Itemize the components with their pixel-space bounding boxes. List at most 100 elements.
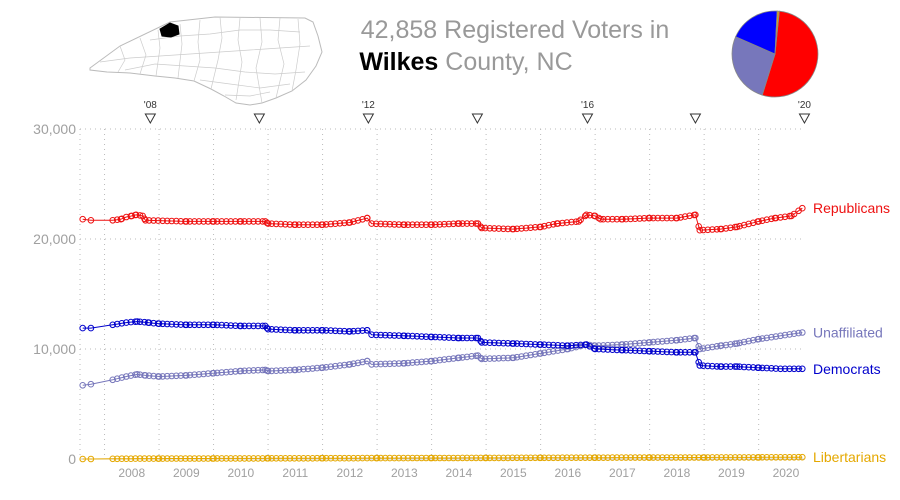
y-tick-label: 20,000 bbox=[33, 231, 76, 247]
data-point bbox=[731, 363, 739, 370]
data-point bbox=[577, 216, 584, 224]
data-point bbox=[336, 362, 344, 369]
data-point bbox=[663, 348, 671, 356]
data-point bbox=[250, 218, 257, 225]
data-point bbox=[145, 372, 153, 380]
data-point bbox=[486, 225, 494, 232]
data-point bbox=[727, 363, 734, 370]
data-point bbox=[518, 225, 525, 232]
data-point bbox=[186, 455, 194, 462]
data-point bbox=[404, 454, 412, 462]
data-point bbox=[346, 219, 354, 226]
series-label: Democrats bbox=[813, 361, 881, 377]
data-point bbox=[263, 324, 271, 332]
data-point bbox=[441, 454, 448, 462]
election-markers: '08 '12 '16 '20 bbox=[144, 100, 811, 125]
data-point bbox=[368, 220, 375, 227]
data-point bbox=[163, 320, 171, 328]
data-point bbox=[522, 454, 530, 462]
data-point bbox=[109, 217, 116, 224]
data-point bbox=[432, 333, 439, 341]
data-point bbox=[163, 372, 171, 380]
data-point bbox=[373, 454, 381, 462]
data-point bbox=[364, 327, 371, 334]
data-point bbox=[522, 352, 530, 360]
data-point bbox=[704, 344, 712, 352]
data-point bbox=[87, 455, 95, 463]
x-tick-label: 2009 bbox=[173, 466, 200, 480]
county-border bbox=[139, 37, 147, 75]
data-point bbox=[400, 454, 407, 462]
data-point bbox=[268, 367, 276, 375]
data-point bbox=[795, 329, 802, 337]
data-point bbox=[554, 454, 562, 462]
data-point bbox=[713, 454, 721, 461]
data-point bbox=[659, 214, 666, 222]
data-point bbox=[413, 454, 421, 462]
data-point bbox=[486, 355, 494, 362]
data-point bbox=[495, 225, 503, 232]
data-point bbox=[304, 455, 312, 462]
data-point bbox=[781, 331, 789, 339]
county-border bbox=[117, 45, 126, 73]
data-point bbox=[646, 454, 653, 461]
data-point bbox=[295, 455, 303, 462]
data-point bbox=[478, 339, 486, 346]
data-point bbox=[550, 341, 557, 349]
data-point bbox=[173, 372, 180, 380]
data-point bbox=[768, 454, 775, 461]
data-point bbox=[128, 212, 136, 220]
data-point bbox=[745, 363, 753, 371]
data-point bbox=[733, 363, 741, 370]
data-point bbox=[481, 355, 489, 363]
data-point bbox=[786, 331, 793, 338]
data-point bbox=[604, 454, 612, 462]
data-point bbox=[663, 214, 671, 222]
county-border bbox=[275, 17, 285, 99]
data-point bbox=[118, 320, 126, 327]
county-border bbox=[149, 29, 301, 41]
data-point bbox=[718, 363, 725, 370]
data-point bbox=[113, 320, 121, 328]
data-point bbox=[736, 363, 743, 371]
data-point bbox=[223, 322, 230, 329]
county-border bbox=[199, 79, 291, 89]
data-point bbox=[418, 221, 425, 228]
data-point bbox=[445, 454, 453, 462]
data-point bbox=[699, 345, 707, 352]
data-point bbox=[518, 454, 525, 462]
data-point bbox=[786, 454, 793, 461]
data-point bbox=[731, 454, 739, 461]
data-point bbox=[545, 341, 553, 349]
data-point bbox=[295, 327, 303, 334]
data-point bbox=[600, 342, 607, 349]
data-point bbox=[183, 321, 190, 329]
data-point bbox=[799, 329, 806, 336]
data-point bbox=[163, 455, 171, 462]
data-point bbox=[327, 327, 335, 334]
data-point bbox=[777, 454, 784, 461]
data-point bbox=[372, 360, 380, 368]
data-point bbox=[136, 318, 144, 326]
data-point bbox=[118, 374, 126, 381]
data-point bbox=[159, 320, 166, 328]
data-point bbox=[272, 220, 280, 228]
data-point bbox=[319, 327, 326, 334]
data-point bbox=[272, 367, 280, 375]
data-point bbox=[696, 226, 704, 234]
data-point bbox=[168, 372, 175, 380]
data-point bbox=[133, 318, 141, 325]
data-point bbox=[364, 214, 371, 222]
data-point bbox=[618, 454, 625, 461]
data-point bbox=[595, 345, 603, 353]
data-point bbox=[495, 355, 503, 362]
data-point bbox=[350, 218, 357, 225]
pie-slice-democrats bbox=[735, 10, 778, 55]
x-tick-label: 2019 bbox=[718, 466, 745, 480]
data-point bbox=[581, 212, 589, 220]
data-point bbox=[404, 332, 412, 340]
data-point bbox=[677, 336, 684, 344]
data-point bbox=[709, 454, 716, 461]
data-point bbox=[282, 455, 289, 462]
x-tick-label: 2017 bbox=[609, 466, 636, 480]
